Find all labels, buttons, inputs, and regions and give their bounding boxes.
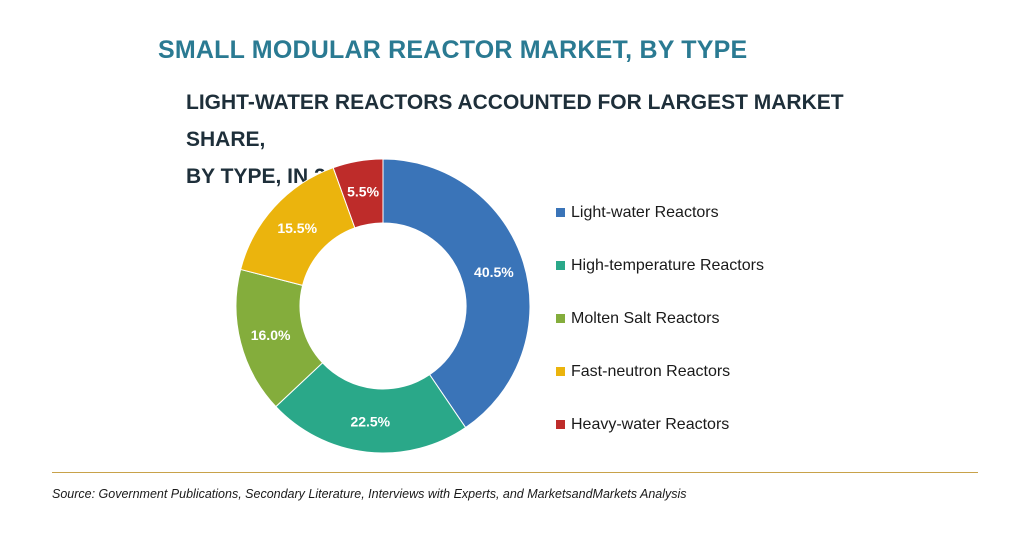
slice-high-temperature-reactors [275, 362, 467, 454]
source-note: Source: Government Publications, Seconda… [52, 487, 687, 501]
slice-label-light-water-reactors: 40.5% [474, 264, 514, 280]
legend-label: Light-water Reactors [571, 203, 719, 221]
slice-label-high-temperature-reactors: 22.5% [350, 413, 390, 429]
legend-item-heavy-water-reactors: Heavy-water Reactors [556, 398, 764, 451]
legend-label: High-temperature Reactors [571, 256, 764, 274]
slice-light-water-reactors [382, 158, 531, 429]
slice-heavy-water-reactors [332, 158, 384, 229]
slice-label-heavy-water-reactors: 5.5% [347, 184, 379, 200]
donut-slices [235, 158, 531, 454]
slice-label-molten-salt-reactors: 16.0% [251, 327, 291, 343]
footer-divider [52, 472, 978, 473]
legend-item-fast-neutron-reactors: Fast-neutron Reactors [556, 345, 764, 398]
legend-label: Heavy-water Reactors [571, 415, 730, 433]
legend-item-molten-salt-reactors: Molten Salt Reactors [556, 292, 764, 345]
legend: Light-water Reactors High-temperature Rea… [556, 186, 764, 451]
legend-item-light-water-reactors: Light-water Reactors [556, 186, 764, 239]
slice-label-fast-neutron-reactors: 15.5% [277, 220, 317, 236]
chart-title: SMALL MODULAR REACTOR MARKET, BY TYPE [158, 36, 748, 64]
legend-swatch [556, 261, 565, 270]
legend-swatch [556, 314, 565, 323]
legend-swatch [556, 208, 565, 217]
legend-swatch [556, 367, 565, 376]
legend-item-high-temperature-reactors: High-temperature Reactors [556, 239, 764, 292]
legend-swatch [556, 420, 565, 429]
donut-slice-labels: 40.5% 22.5% 16.0% 15.5% 5.5% [251, 184, 515, 430]
legend-label: Molten Salt Reactors [571, 309, 720, 327]
subtitle-line-1: LIGHT-WATER REACTORS ACCOUNTED FOR LARGE… [186, 91, 844, 151]
chart-subtitle: LIGHT-WATER REACTORS ACCOUNTED FOR LARGE… [186, 84, 886, 195]
legend-label: Fast-neutron Reactors [571, 362, 731, 380]
